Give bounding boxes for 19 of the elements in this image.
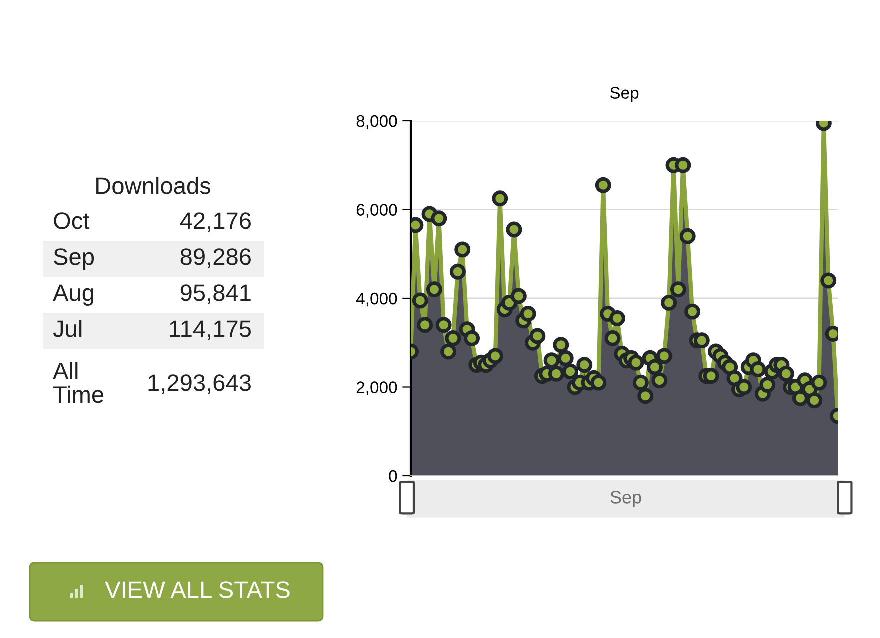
y-tick-label: 0 (389, 470, 398, 482)
text: 1,293,643 (148, 374, 251, 394)
text: Sep (610, 491, 642, 508)
text: Sep (54, 248, 94, 270)
text: Oct (54, 212, 90, 230)
y-tick-label: 4,000 (356, 292, 398, 307)
text: 42,176 (180, 212, 251, 232)
text: 95,841 (180, 284, 251, 304)
text: Aug (53, 284, 94, 306)
y-tick-label: 8,000 (356, 115, 398, 130)
text: Downloads (96, 176, 211, 194)
text: All Time (53, 362, 104, 404)
y-tick-label: 6,000 (356, 204, 398, 218)
chart-title: Sep (610, 87, 639, 102)
text: VIEW ALL STATS (105, 582, 290, 598)
text: Jul (53, 320, 82, 338)
text: 89,286 (180, 248, 251, 268)
y-tick-label: 2,000 (356, 382, 398, 396)
text: 114,175 (170, 320, 252, 340)
